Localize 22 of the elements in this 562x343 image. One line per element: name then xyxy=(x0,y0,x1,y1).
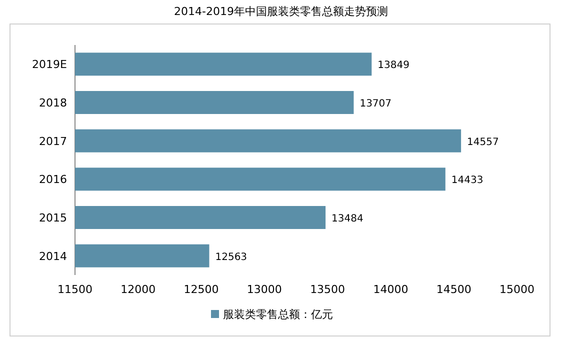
y-tick-label: 2016 xyxy=(39,173,67,186)
x-tick-label: 15000 xyxy=(500,283,534,296)
data-label: 14433 xyxy=(451,175,484,186)
data-label: 13484 xyxy=(332,214,364,224)
chart-title: 2014-2019年中国服装类零售总额走势预测 xyxy=(174,5,388,18)
y-tick-label: 2015 xyxy=(39,212,67,224)
data-label: 12563 xyxy=(215,252,248,263)
x-tick-label: 11500 xyxy=(58,283,92,296)
data-label: 14557 xyxy=(467,136,499,148)
x-tick-label: 12500 xyxy=(184,283,219,296)
x-tick-label: 13500 xyxy=(310,283,346,296)
y-tick-label: 2018 xyxy=(39,96,67,110)
legend-label: 服装类零售总额：亿元 xyxy=(223,308,333,321)
data-label: 13849 xyxy=(378,60,410,72)
x-tick-label: 14000 xyxy=(373,283,408,296)
y-tick-label: 2019E xyxy=(32,58,68,72)
data-label: 13707 xyxy=(360,98,392,110)
x-tick-label: 12000 xyxy=(120,283,156,296)
x-tick-label: 14500 xyxy=(436,283,472,296)
y-tick-label: 2014 xyxy=(39,250,67,263)
x-tick-label: 13000 xyxy=(246,283,282,296)
y-tick-label: 2017 xyxy=(39,134,67,148)
